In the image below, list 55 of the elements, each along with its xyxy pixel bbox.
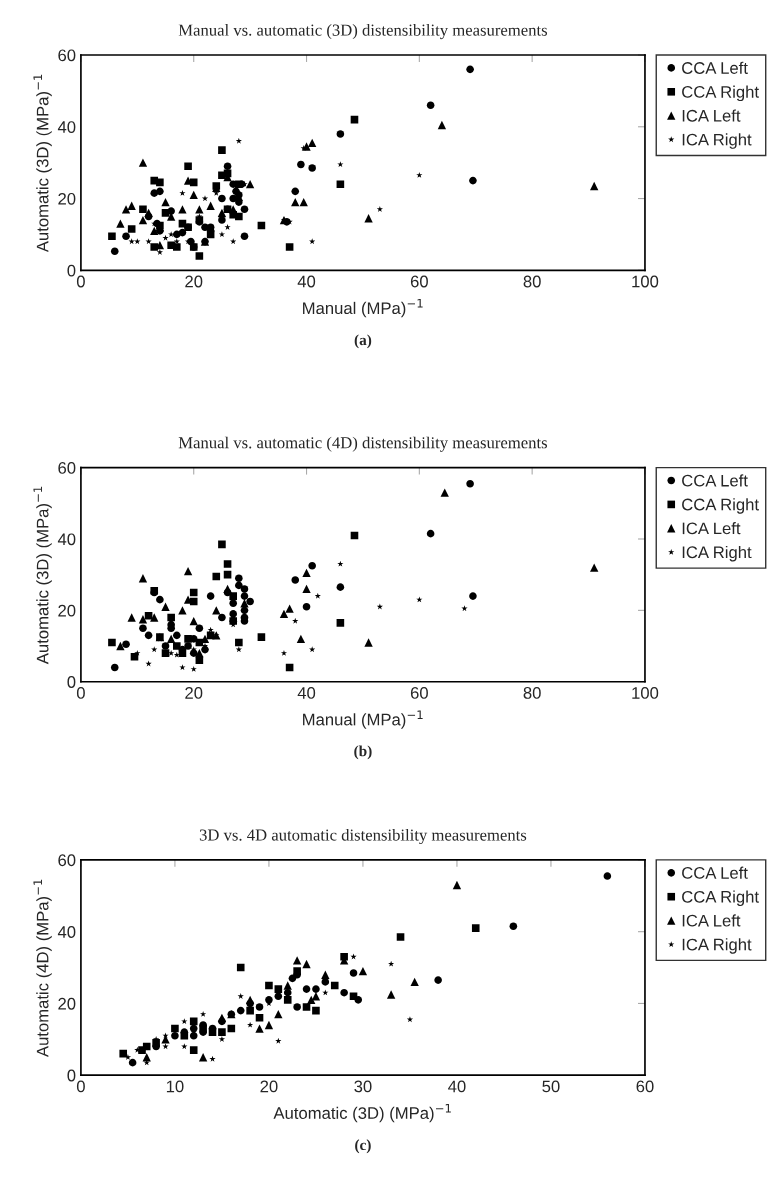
x-tick-label: 0 bbox=[76, 1080, 85, 1093]
text: (b) bbox=[354, 745, 372, 760]
legend-label: ICA Right bbox=[682, 545, 752, 562]
y-tick-label: 0 bbox=[67, 1069, 76, 1082]
legend-label: ICA Left bbox=[682, 522, 741, 535]
x-tick-label: 100 bbox=[632, 687, 659, 699]
y-tick-label: 20 bbox=[58, 604, 76, 617]
x-tick-label: 80 bbox=[523, 687, 541, 699]
x-tick-label: 80 bbox=[523, 275, 541, 288]
y-tick-label: 40 bbox=[57, 926, 76, 938]
y-tick-label: 60 bbox=[58, 49, 76, 62]
legend-label: ICA Right bbox=[682, 938, 752, 954]
chart-title: Manual vs. automatic (3D) distensibility measurements bbox=[178, 24, 548, 40]
x-axis-title: Manual (MPa)$^{−1}$ bbox=[303, 710, 423, 729]
legend-label: CCA Right bbox=[682, 498, 759, 514]
legend-label: ICA Right bbox=[682, 133, 752, 149]
y-tick-label: 20 bbox=[58, 192, 76, 205]
y-tick-label: 0 bbox=[67, 676, 76, 688]
x-tick-label: 20 bbox=[260, 1080, 278, 1093]
x-tick-label: 20 bbox=[185, 275, 203, 288]
legend-label: CCA Right bbox=[682, 890, 759, 906]
x-tick-label: 50 bbox=[542, 1080, 560, 1093]
chart-title: Manual vs. automatic (4D) distensibility measurements bbox=[178, 436, 548, 452]
y-tick-label: 40 bbox=[57, 121, 76, 133]
x-axis-title: Automatic (3D) (MPa)$^{−1}$ bbox=[273, 1103, 451, 1123]
x-tick-label: 40 bbox=[297, 687, 316, 699]
y-tick-label: 20 bbox=[58, 997, 76, 1010]
x-tick-label: 40 bbox=[297, 275, 316, 288]
legend-label: ICA Left bbox=[682, 914, 741, 927]
y-tick-label: 60 bbox=[58, 854, 76, 867]
x-axis-title: Manual (MPa)$^{−1}$ bbox=[303, 299, 423, 318]
text: (c) bbox=[355, 1139, 371, 1154]
x-tick-label: 100 bbox=[632, 275, 659, 288]
x-tick-label: 20 bbox=[185, 687, 203, 699]
x-tick-label: 10 bbox=[166, 1080, 184, 1093]
x-tick-label: 0 bbox=[76, 275, 85, 288]
legend-label: CCA Left bbox=[682, 866, 748, 879]
text: (a) bbox=[354, 334, 372, 349]
legend-label: ICA Left bbox=[682, 109, 741, 122]
x-tick-label: 60 bbox=[410, 687, 428, 699]
legend-label: CCA Left bbox=[682, 61, 748, 74]
chart-title: 3D vs. 4D automatic distensibility measurements bbox=[199, 828, 527, 845]
x-tick-label: 60 bbox=[636, 1080, 654, 1093]
y-axis-title: Automatic (4D) (MPa)$^{−1}$ bbox=[33, 879, 52, 1058]
y-tick-label: 40 bbox=[57, 533, 76, 546]
x-tick-label: 30 bbox=[354, 1080, 372, 1093]
x-tick-label: 60 bbox=[410, 275, 428, 288]
legend-label: CCA Left bbox=[682, 474, 748, 487]
legend-label: CCA Right bbox=[682, 85, 759, 102]
x-tick-label: 0 bbox=[76, 687, 85, 699]
x-tick-label: 40 bbox=[448, 1080, 466, 1093]
y-tick-label: 60 bbox=[58, 462, 76, 474]
y-axis-title: Automatic (3D) (MPa)$^{−1}$ bbox=[33, 486, 52, 665]
y-axis-title: Automatic (3D) (MPa)$^{−1}$ bbox=[33, 74, 52, 253]
y-tick-label: 0 bbox=[67, 264, 76, 277]
